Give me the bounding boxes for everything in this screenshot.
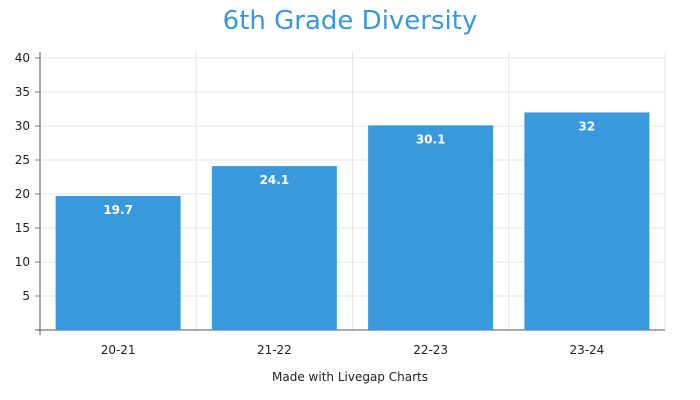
bar — [211, 166, 337, 330]
y-tick-label: 25 — [15, 153, 30, 167]
bar — [368, 125, 494, 330]
x-axis-categories: 20-21 21-22 22-23 23-24 — [101, 343, 605, 357]
y-tick-label: 10 — [15, 255, 30, 269]
y-tick-label: 20 — [15, 187, 30, 201]
data-label: 32 — [579, 119, 596, 133]
y-axis-ticks: 5 10 15 20 25 30 35 40 — [15, 51, 40, 303]
data-labels: 19.7 24.1 30.1 32 — [103, 119, 595, 217]
y-tick-label: 30 — [15, 119, 30, 133]
x-category-label: 22-23 — [413, 343, 448, 357]
y-tick-label: 15 — [15, 221, 30, 235]
footer-credit: Made with Livegap Charts — [272, 370, 428, 384]
bar — [524, 112, 650, 331]
bar — [55, 196, 181, 330]
data-label: 24.1 — [260, 173, 290, 187]
data-label: 30.1 — [416, 132, 446, 146]
y-tick-label: 5 — [22, 289, 30, 303]
x-category-label: 20-21 — [101, 343, 136, 357]
y-tick-label: 40 — [15, 51, 30, 65]
x-category-label: 21-22 — [257, 343, 292, 357]
y-tick-label: 35 — [15, 85, 30, 99]
bars — [55, 112, 650, 331]
x-category-label: 23-24 — [569, 343, 604, 357]
data-label: 19.7 — [103, 203, 133, 217]
chart-title: 6th Grade Diversity — [222, 6, 478, 36]
